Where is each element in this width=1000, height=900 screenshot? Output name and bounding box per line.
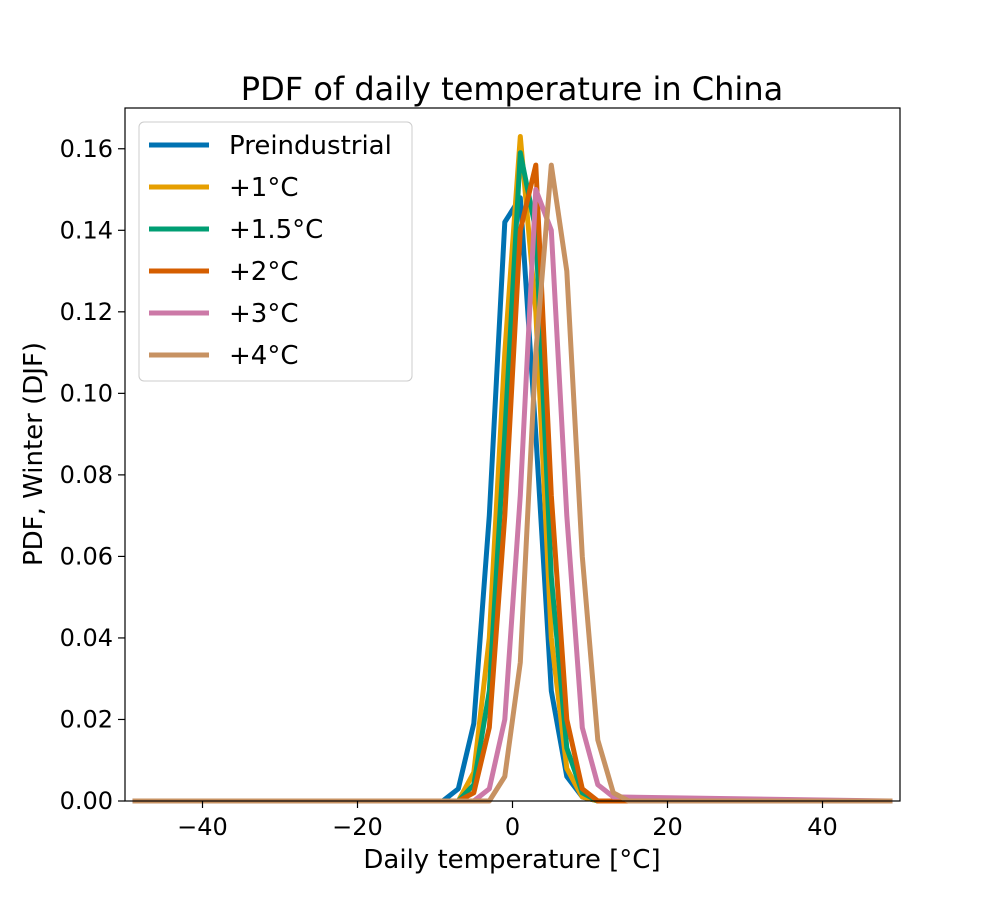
series-layer (132, 134, 893, 804)
x-axis-ticks: −40 −20 0 20 40 (177, 801, 838, 841)
x-tick-label: −40 (177, 813, 228, 841)
y-tick-label: 0.08 (60, 461, 113, 489)
y-tick-label: 0.02 (60, 705, 113, 733)
y-tick-label: 0.14 (60, 216, 113, 244)
legend-label-4: +3°C (229, 299, 298, 329)
x-tick-label: 0 (505, 813, 520, 841)
legend-label-5: +4°C (229, 341, 298, 371)
series-line-1 (132, 134, 893, 804)
y-tick-label: 0.04 (60, 624, 113, 652)
legend-label-0: Preindustrial (229, 131, 392, 161)
legend-label-2: +1.5°C (229, 215, 323, 245)
series-line-5 (132, 162, 893, 804)
legend-label-3: +2°C (229, 257, 298, 287)
y-tick-label: 0.00 (60, 787, 113, 815)
series-line-4 (132, 187, 893, 804)
chart-title: PDF of daily temperature in China (241, 70, 783, 108)
x-axis-label: Daily temperature [°C] (363, 845, 660, 875)
x-tick-label: −20 (332, 813, 383, 841)
legend-label-1: +1°C (229, 173, 298, 203)
legend-items: Preindustrial +1°C +1.5°C +2°C +3°C +4°C (149, 131, 392, 371)
y-axis-label: PDF, Winter (DJF) (19, 342, 49, 566)
y-tick-label: 0.16 (60, 135, 113, 163)
y-tick-label: 0.12 (60, 298, 113, 326)
y-tick-label: 0.06 (60, 542, 113, 570)
y-axis-ticks: 0.00 0.02 0.04 0.06 0.08 0.10 0.12 0.14 0.16 (60, 135, 125, 815)
x-tick-label: 20 (652, 813, 683, 841)
x-tick-label: 40 (807, 813, 838, 841)
series-line-3 (132, 162, 893, 804)
legend: Preindustrial +1°C +1.5°C +2°C +3°C +4°C (138, 121, 413, 382)
y-tick-label: 0.10 (60, 379, 113, 407)
